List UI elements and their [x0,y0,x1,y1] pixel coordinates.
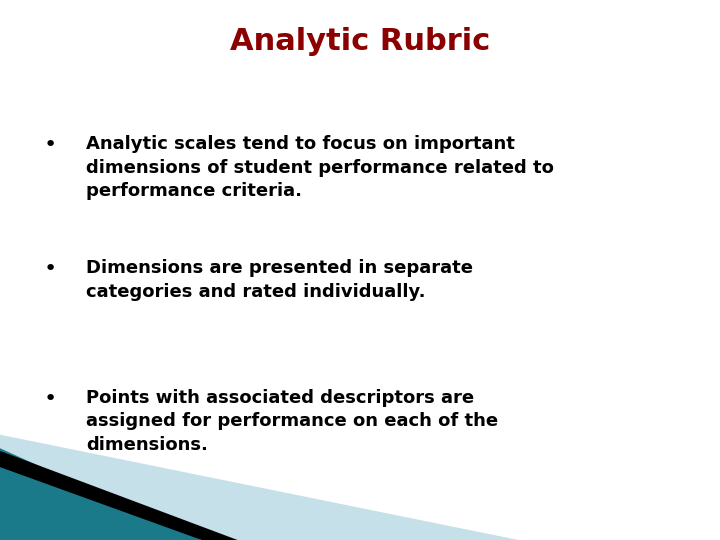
Text: •: • [44,389,57,409]
Text: •: • [44,259,57,279]
Text: Dimensions are presented in separate
categories and rated individually.: Dimensions are presented in separate cat… [86,259,474,301]
Text: Analytic Rubric: Analytic Rubric [230,27,490,56]
Text: Points with associated descriptors are
assigned for performance on each of the
d: Points with associated descriptors are a… [86,389,498,454]
Text: Analytic scales tend to focus on important
dimensions of student performance rel: Analytic scales tend to focus on importa… [86,135,554,200]
Text: •: • [44,135,57,155]
